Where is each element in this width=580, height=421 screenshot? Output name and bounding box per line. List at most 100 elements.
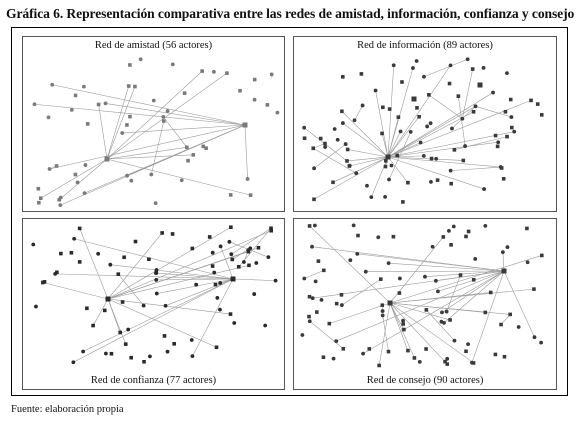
network-node: [386, 349, 391, 354]
network-node: [160, 231, 164, 235]
network-node: [424, 308, 429, 312]
network-edge: [313, 156, 389, 200]
network-edge: [389, 302, 409, 351]
network-node: [340, 121, 345, 125]
network-node: [473, 104, 478, 109]
network-edge: [49, 124, 246, 170]
network-edge: [357, 253, 505, 272]
network-node: [516, 325, 521, 329]
network-node: [400, 80, 404, 84]
network-node: [201, 144, 206, 149]
network-node: [153, 201, 158, 206]
network-node: [499, 322, 503, 327]
network-edge: [454, 136, 508, 151]
network-node: [418, 140, 423, 145]
network-edge: [107, 298, 127, 345]
network-node: [373, 88, 378, 93]
network-node: [182, 91, 187, 95]
network-node: [466, 342, 470, 347]
network-node: [83, 163, 88, 167]
network-node: [441, 235, 446, 239]
network-node: [458, 273, 463, 277]
network-node: [535, 102, 540, 106]
network-edge: [458, 96, 466, 147]
network-node: [395, 153, 400, 158]
network-edge: [387, 141, 499, 158]
network-node: [448, 318, 452, 322]
network-node: [256, 245, 261, 250]
network-edge: [389, 302, 474, 364]
network-node: [254, 261, 259, 265]
network-edge: [313, 143, 326, 149]
network-node: [55, 270, 59, 275]
hub-node: [477, 82, 483, 88]
network-node: [170, 62, 175, 67]
network-node: [185, 145, 189, 150]
network-edge: [443, 270, 505, 324]
network-edge: [106, 158, 251, 196]
network-node: [436, 289, 440, 294]
network-node: [380, 309, 385, 313]
network-node: [125, 173, 129, 178]
network-node: [417, 359, 422, 364]
network-edge: [151, 120, 165, 175]
network-edge: [107, 230, 272, 300]
network-node: [508, 97, 513, 102]
network-edge: [371, 156, 389, 198]
network-node: [247, 263, 251, 268]
network-node: [447, 229, 451, 233]
network-node: [383, 158, 388, 163]
network-node: [172, 341, 176, 346]
network-node: [307, 319, 312, 324]
edge-group: [42, 226, 276, 363]
network-node: [471, 277, 476, 282]
network-node: [414, 59, 419, 63]
network-node: [505, 134, 509, 139]
network-node: [312, 197, 316, 202]
network-edge: [387, 65, 451, 158]
network-node: [142, 359, 146, 364]
network-node: [138, 57, 143, 62]
network-node: [345, 147, 350, 152]
network-node: [321, 355, 326, 360]
network-edge: [424, 270, 505, 278]
network-edge: [450, 166, 501, 171]
network-edge: [387, 100, 532, 158]
network-node: [398, 129, 403, 134]
network-node: [470, 360, 474, 365]
network-node: [509, 125, 514, 130]
network-node: [450, 126, 454, 131]
network-edge: [349, 156, 389, 167]
network-node: [387, 177, 391, 182]
network-node: [339, 303, 344, 307]
network-edge: [426, 309, 455, 341]
network-edge: [309, 320, 344, 350]
panel-title-consejo: Red de consejo (90 actores): [366, 375, 484, 386]
network-node: [161, 119, 166, 123]
network-node: [310, 296, 315, 301]
network-node: [300, 333, 305, 337]
network-node: [36, 186, 41, 191]
network-node: [360, 103, 365, 108]
network-node: [465, 57, 470, 62]
panel-title-confianza: Red de confianza (77 actores): [90, 375, 217, 386]
hub-node: [104, 156, 110, 162]
network-node: [452, 148, 457, 152]
network-edge: [387, 65, 395, 158]
network-node: [214, 345, 219, 350]
network-node: [512, 129, 517, 134]
network-node: [273, 278, 278, 283]
network-node: [311, 146, 316, 151]
network-node: [73, 172, 78, 177]
network-node: [266, 255, 271, 260]
network-edge: [313, 147, 357, 174]
figure-title: Gráfica 6. Representación comparativa en…: [6, 6, 575, 21]
network-node: [444, 309, 449, 314]
network-edge: [387, 131, 515, 158]
network-node: [402, 327, 406, 332]
network-node: [190, 354, 195, 359]
network-node: [445, 356, 450, 361]
network-node: [323, 141, 327, 146]
network-edge: [389, 302, 511, 315]
network-node: [252, 77, 257, 82]
